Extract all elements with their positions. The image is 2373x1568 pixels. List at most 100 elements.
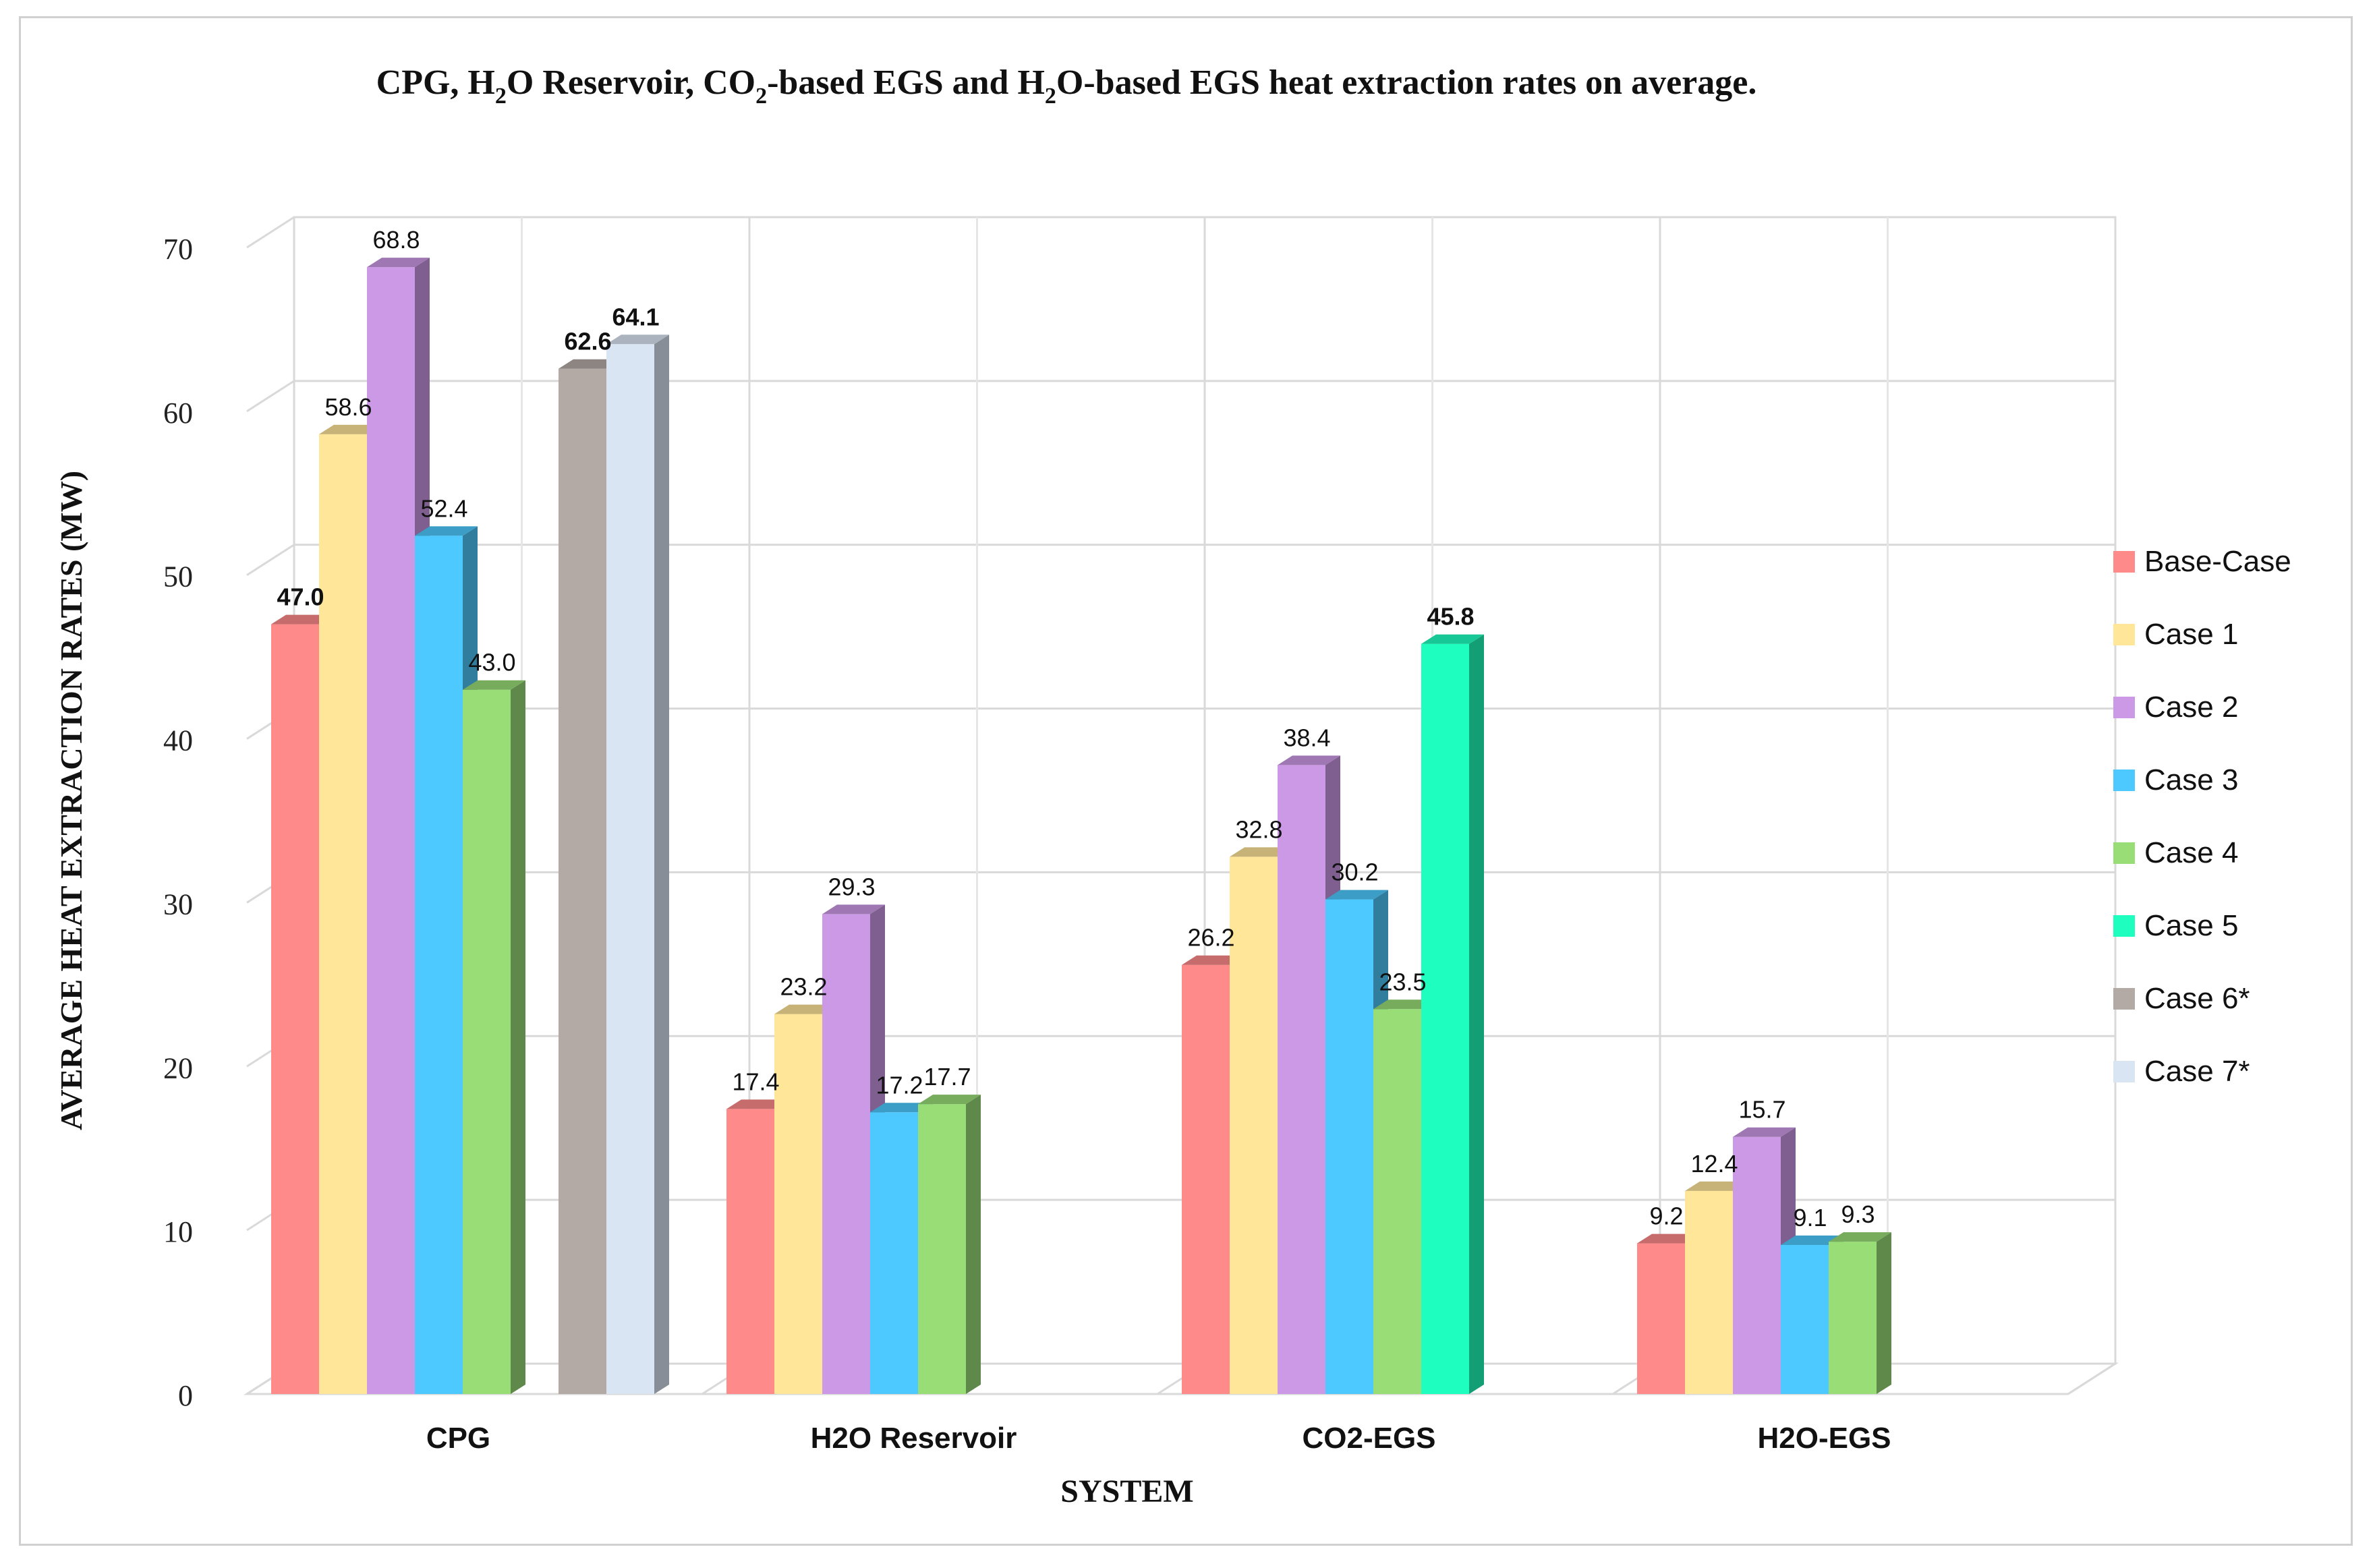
bar-case-7--cpg bbox=[606, 335, 669, 1395]
legend-label: Case 6* bbox=[2144, 982, 2250, 1015]
bar-top bbox=[1373, 999, 1436, 1010]
chart-title: CPG, H2O Reservoir, CO2-based EGS and H2… bbox=[376, 63, 1757, 109]
bar-front bbox=[870, 1112, 918, 1394]
y-axis-ticks: 0 10 20 30 40 50 60 70 bbox=[163, 233, 193, 1412]
x-tick-label: CPG bbox=[426, 1422, 490, 1455]
data-label: 17.2 bbox=[876, 1071, 923, 1099]
legend-swatch bbox=[2113, 915, 2135, 937]
y-tick-label: 30 bbox=[163, 888, 193, 921]
x-tick-label: H2O-EGS bbox=[1757, 1422, 1891, 1455]
bar-top bbox=[870, 1103, 933, 1113]
data-label: 15.7 bbox=[1738, 1096, 1785, 1124]
bar-front bbox=[606, 344, 654, 1395]
legend-item-case-2: Case 2 bbox=[2113, 691, 2238, 724]
data-label: 29.3 bbox=[828, 873, 875, 900]
legend-swatch bbox=[2113, 1061, 2135, 1082]
y-axis-label: AVERAGE HEAT EXTRACTION RATES (MW) bbox=[54, 471, 88, 1130]
bar-top bbox=[1781, 1236, 1843, 1245]
data-label: 9.2 bbox=[1649, 1202, 1683, 1230]
bar-labels: 47.0 58.6 68.8 52.4 43.0 62.664.1 17.4 23.2 29.3… bbox=[277, 226, 1875, 1231]
bar-front bbox=[1325, 899, 1373, 1394]
x-tick-label: CO2-EGS bbox=[1302, 1422, 1435, 1455]
side-grid-60 bbox=[246, 380, 295, 413]
bar-side bbox=[511, 680, 525, 1394]
legend-swatch bbox=[2113, 842, 2135, 864]
legend-item-case-7-: Case 7* bbox=[2113, 1055, 2250, 1088]
side-grid-50 bbox=[246, 544, 295, 576]
bar-top bbox=[367, 258, 430, 268]
y-tick-label: 20 bbox=[163, 1051, 193, 1084]
bar-front bbox=[1373, 1009, 1421, 1394]
data-label: 45.8 bbox=[1427, 603, 1474, 631]
y-tick-label: 70 bbox=[163, 233, 193, 266]
bar-top bbox=[1685, 1181, 1748, 1191]
data-label: 62.6 bbox=[564, 328, 611, 355]
bar-front bbox=[774, 1014, 822, 1394]
bar-front bbox=[1182, 964, 1230, 1394]
title-part-1: CPG, H bbox=[376, 63, 495, 102]
title-part-4: O-based EGS heat extraction rates on ave… bbox=[1056, 63, 1756, 102]
bar-top bbox=[463, 680, 525, 690]
title-part-2: O Reservoir, CO bbox=[507, 63, 755, 102]
bar-top bbox=[918, 1095, 981, 1105]
data-label: 38.4 bbox=[1283, 724, 1330, 751]
legend-label: Base-Case bbox=[2144, 545, 2291, 578]
chart-walls bbox=[243, 216, 2119, 1395]
bar-top bbox=[1278, 755, 1340, 765]
bar-front bbox=[1733, 1136, 1781, 1394]
legend-label: Case 1 bbox=[2144, 618, 2238, 651]
x-axis-ticks: CPG H2O Reservoir CO2-EGS H2O-EGS bbox=[426, 1422, 1891, 1455]
bar-front bbox=[463, 689, 511, 1394]
legend-label: Case 4 bbox=[2144, 836, 2238, 869]
bar-top bbox=[1637, 1233, 1700, 1244]
legend-item-case-1: Case 1 bbox=[2113, 618, 2238, 651]
bar-top bbox=[271, 614, 334, 625]
data-label: 30.2 bbox=[1331, 859, 1378, 886]
bar-top bbox=[1829, 1232, 1891, 1242]
data-label: 47.0 bbox=[277, 583, 324, 611]
bar-front bbox=[1421, 643, 1469, 1394]
legend-swatch bbox=[2113, 551, 2135, 573]
y-tick-label: 40 bbox=[163, 724, 193, 757]
bar-front bbox=[726, 1109, 774, 1394]
data-label: 64.1 bbox=[612, 303, 659, 330]
bar-top bbox=[1733, 1127, 1796, 1137]
bar-case-4-h2o-egs bbox=[1829, 1232, 1891, 1394]
legend-item-case-5: Case 5 bbox=[2113, 909, 2238, 942]
data-label: 58.6 bbox=[324, 393, 372, 421]
title-subscript-3: 2 bbox=[1045, 84, 1056, 109]
title-part-3: -based EGS and H bbox=[767, 63, 1045, 102]
data-label: 12.4 bbox=[1690, 1150, 1738, 1178]
legend-label: Case 3 bbox=[2144, 763, 2238, 796]
bar-front bbox=[918, 1104, 966, 1394]
bar-top bbox=[559, 359, 621, 369]
bar-top bbox=[415, 526, 478, 536]
legend-item-base-case: Base-Case bbox=[2113, 545, 2291, 578]
bar-front bbox=[271, 624, 319, 1394]
bar-top bbox=[319, 424, 382, 434]
bar-case-4-h2o-reservoir bbox=[918, 1095, 981, 1394]
data-label: 26.2 bbox=[1187, 924, 1234, 952]
title-subscript-2: 2 bbox=[755, 84, 767, 109]
y-tick-label: 0 bbox=[178, 1379, 193, 1412]
x-tick-label: H2O Reservoir bbox=[811, 1422, 1017, 1455]
bar-top bbox=[774, 1004, 837, 1014]
y-tick-label: 60 bbox=[163, 397, 193, 430]
data-label: 43.0 bbox=[468, 649, 515, 676]
chart-svg: CPG, H2O Reservoir, CO2-based EGS and H2… bbox=[54, 63, 2291, 1509]
bar-side bbox=[1877, 1232, 1891, 1394]
floor-divider bbox=[2067, 1362, 2116, 1395]
data-label: 23.5 bbox=[1379, 968, 1426, 995]
bar-top bbox=[726, 1099, 789, 1109]
legend-swatch bbox=[2113, 624, 2135, 645]
bar-side bbox=[654, 335, 669, 1395]
bar-top bbox=[1182, 955, 1245, 965]
bar-front bbox=[1781, 1245, 1829, 1394]
data-label: 23.2 bbox=[780, 973, 827, 1001]
bar-side bbox=[966, 1095, 981, 1394]
bar-front bbox=[1230, 856, 1278, 1394]
bar-front bbox=[1637, 1243, 1685, 1394]
legend-label: Case 7* bbox=[2144, 1055, 2250, 1088]
legend-item-case-3: Case 3 bbox=[2113, 763, 2238, 796]
bar-top bbox=[1421, 634, 1484, 644]
